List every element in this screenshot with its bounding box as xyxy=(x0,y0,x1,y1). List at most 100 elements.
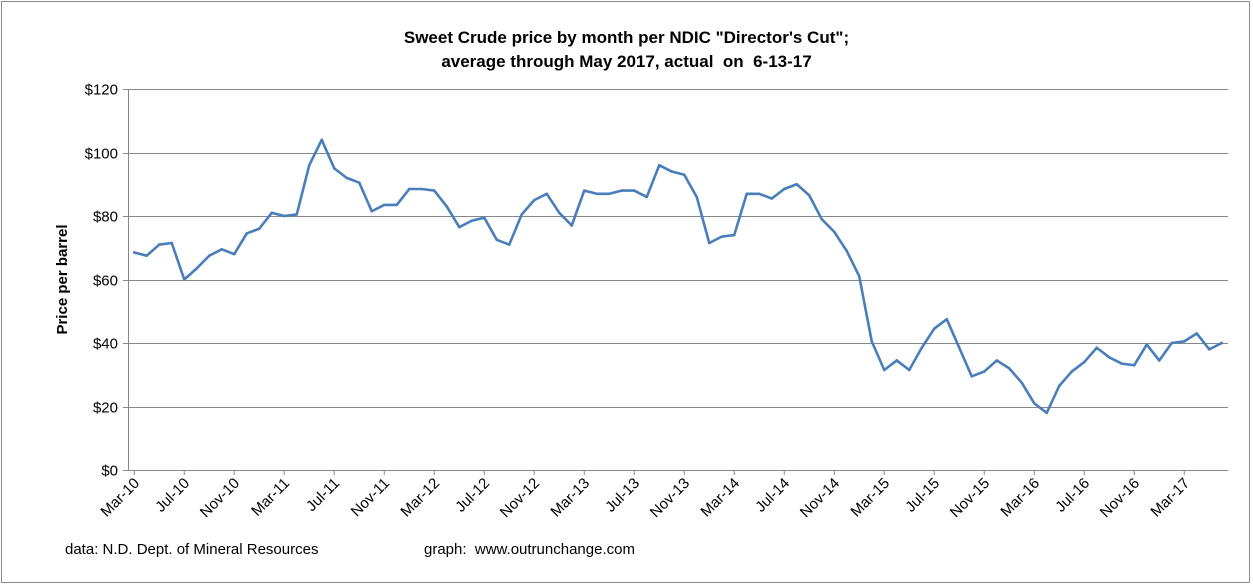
y-axis-title: Price per barrel xyxy=(54,224,71,334)
data-point xyxy=(1032,402,1036,405)
x-tick-label: Nov-15 xyxy=(947,475,993,521)
data-point xyxy=(1195,332,1199,335)
data-point xyxy=(1182,340,1186,343)
y-tick-label: $60 xyxy=(93,273,118,290)
data-point xyxy=(145,254,149,257)
data-point xyxy=(882,368,886,372)
data-point xyxy=(570,224,574,227)
data-point xyxy=(1020,381,1024,384)
data-point xyxy=(432,189,436,192)
data-point xyxy=(370,209,374,213)
data-point xyxy=(345,176,349,180)
data-point xyxy=(457,225,461,229)
x-tick-label: Jul-14 xyxy=(752,475,793,516)
data-point xyxy=(407,187,411,191)
x-tick-label: Nov-13 xyxy=(647,475,693,521)
data-point xyxy=(1007,367,1011,370)
data-point xyxy=(495,238,499,242)
data-point xyxy=(595,192,599,196)
chart-title-line-2: average through May 2017, actual on 6-13… xyxy=(441,52,812,71)
data-point xyxy=(820,217,824,221)
data-point xyxy=(957,346,961,350)
data-point xyxy=(1082,360,1086,364)
data-point xyxy=(807,194,811,197)
data-source-note: data: N.D. Dept. of Mineral Resources xyxy=(65,541,319,558)
data-point xyxy=(532,198,536,202)
data-point xyxy=(282,214,286,218)
y-tick-label: $20 xyxy=(93,400,118,417)
data-point xyxy=(632,189,636,192)
data-point xyxy=(482,216,486,219)
y-tick-label: $80 xyxy=(93,209,118,226)
data-point xyxy=(1057,384,1061,388)
x-tick-label: Nov-11 xyxy=(348,475,393,520)
data-point xyxy=(582,189,586,192)
data-point xyxy=(845,249,849,253)
data-point xyxy=(945,317,949,321)
data-point xyxy=(895,359,899,362)
data-point xyxy=(932,327,936,331)
x-tick-label: Nov-16 xyxy=(1097,475,1143,521)
data-point xyxy=(695,195,699,199)
data-point xyxy=(907,368,911,372)
data-point xyxy=(657,163,661,167)
data-point xyxy=(245,232,249,235)
x-tick-label: Mar-13 xyxy=(547,475,593,521)
data-point xyxy=(857,275,861,278)
y-tick-label: $40 xyxy=(93,336,118,353)
data-point xyxy=(182,278,186,281)
data-point xyxy=(720,235,724,238)
chart-title-line-1: Sweet Crude price by month per NDIC "Dir… xyxy=(403,28,850,47)
data-point xyxy=(870,340,874,343)
x-tick-label: Nov-12 xyxy=(497,475,543,521)
data-point xyxy=(1045,411,1049,415)
data-point xyxy=(520,213,524,216)
data-point xyxy=(332,167,336,170)
data-point xyxy=(257,227,261,230)
data-point xyxy=(1220,341,1224,345)
data-point xyxy=(832,230,836,234)
data-point xyxy=(1070,370,1074,373)
data-point xyxy=(195,267,199,270)
graph-credit-note: graph: www.outrunchange.com xyxy=(424,541,635,558)
data-point xyxy=(995,359,999,362)
x-tick-label: Mar-14 xyxy=(697,475,743,521)
data-point xyxy=(1095,346,1099,350)
data-point xyxy=(507,243,511,246)
x-tick-label: Nov-14 xyxy=(797,475,843,521)
data-point xyxy=(745,192,749,196)
data-point xyxy=(220,248,224,251)
data-point xyxy=(157,243,161,246)
data-point xyxy=(670,170,674,173)
data-point xyxy=(357,181,361,184)
data-point xyxy=(970,375,974,378)
x-tick-label: Jul-13 xyxy=(602,475,643,516)
data-point xyxy=(607,192,611,196)
data-point xyxy=(132,251,136,254)
x-tick-label: Jul-10 xyxy=(152,475,193,516)
data-point xyxy=(1132,363,1136,367)
x-tick-label: Mar-11 xyxy=(248,475,293,520)
data-point xyxy=(470,219,474,223)
data-point xyxy=(420,187,424,191)
x-tick-label: Mar-15 xyxy=(847,475,893,521)
x-tick-label: Jul-15 xyxy=(902,475,943,516)
data-point xyxy=(1145,343,1149,346)
data-point xyxy=(1207,348,1211,351)
data-point xyxy=(620,189,624,192)
data-point xyxy=(732,233,736,237)
x-tick-label: Mar-16 xyxy=(997,475,1043,521)
data-point xyxy=(782,187,786,191)
data-point xyxy=(207,254,211,257)
x-tick-label: Jul-12 xyxy=(452,475,493,516)
data-point xyxy=(982,370,986,373)
data-point xyxy=(270,211,274,215)
data-point xyxy=(557,211,561,215)
data-point xyxy=(757,192,761,196)
x-tick-label: Nov-10 xyxy=(197,475,243,521)
data-point xyxy=(170,241,174,245)
chart-title: Sweet Crude price by month per NDIC "Dir… xyxy=(0,26,1253,74)
data-point xyxy=(232,252,236,256)
